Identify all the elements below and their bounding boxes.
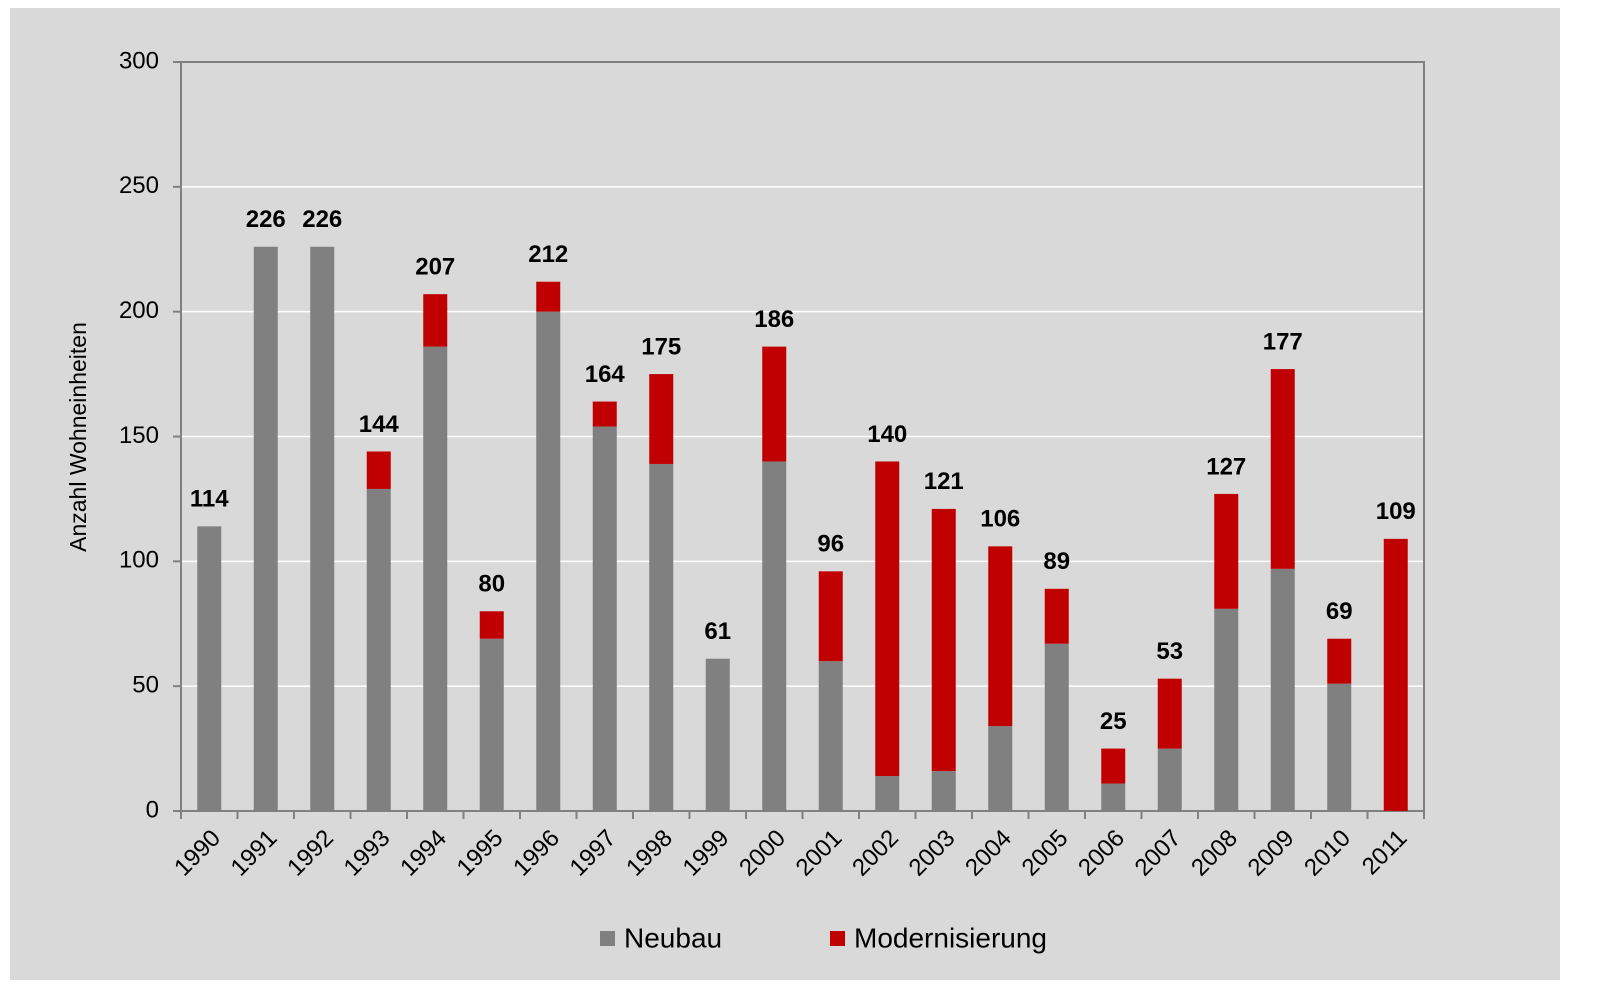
bar-segment <box>649 374 674 464</box>
data-label: 121 <box>924 468 964 495</box>
bar-segment <box>875 776 900 811</box>
legend-swatch <box>830 931 845 946</box>
bar-segment <box>1270 369 1295 569</box>
bar-segment <box>818 571 843 662</box>
data-label: 226 <box>246 206 286 233</box>
bar-segment <box>762 346 787 462</box>
legend-swatch <box>600 931 615 946</box>
bar-segment <box>988 546 1013 727</box>
data-label: 109 <box>1376 498 1416 525</box>
bar-segment <box>310 246 335 812</box>
bar-segment <box>253 246 278 812</box>
y-tick-label: 100 <box>119 547 159 574</box>
data-label: 226 <box>302 206 342 233</box>
data-label: 96 <box>817 531 844 558</box>
y-axis-label: Anzahl Wohneinheiten <box>65 322 91 552</box>
data-label: 164 <box>585 361 626 388</box>
y-tick-label: 300 <box>119 47 159 74</box>
data-label: 144 <box>359 411 400 438</box>
bar-segment <box>875 461 900 777</box>
bar-segment <box>1044 588 1069 644</box>
bar-segment <box>931 771 956 811</box>
data-label: 207 <box>415 254 455 281</box>
data-label: 127 <box>1206 453 1246 480</box>
data-label: 25 <box>1100 708 1127 735</box>
data-label: 212 <box>528 241 568 268</box>
data-label: 53 <box>1156 638 1183 665</box>
data-label: 69 <box>1326 598 1353 625</box>
bar-segment <box>479 638 504 811</box>
bar-segment <box>1270 568 1295 811</box>
data-label: 140 <box>867 421 907 448</box>
y-tick-label: 150 <box>119 422 159 449</box>
data-label: 114 <box>190 486 229 513</box>
bar-segment <box>931 508 956 772</box>
legend-label: Neubau <box>624 922 722 953</box>
bar-segment <box>818 661 843 811</box>
bar-segment <box>423 294 448 347</box>
bar-segment <box>1327 638 1352 684</box>
bar-segment <box>592 401 617 427</box>
bar-segment <box>479 611 504 639</box>
bar-segment <box>1214 608 1239 811</box>
bar-segment <box>649 463 674 811</box>
bar-segment <box>762 461 787 811</box>
bar-segment <box>1157 678 1182 749</box>
data-label: 80 <box>478 571 505 598</box>
bar-segment <box>197 526 222 811</box>
bar-segment <box>1327 683 1352 811</box>
data-label: 186 <box>754 306 794 333</box>
bar-segment <box>1044 643 1069 811</box>
y-tick-label: 250 <box>119 172 159 199</box>
bar-segment <box>366 488 391 811</box>
bar-segment <box>423 346 448 811</box>
bar-segment <box>988 726 1013 811</box>
data-label: 106 <box>980 506 1020 533</box>
bar-segment <box>1157 748 1182 811</box>
bar-segment <box>705 658 730 811</box>
bar-segment <box>1214 493 1239 609</box>
data-label: 89 <box>1043 548 1070 575</box>
y-tick-label: 50 <box>132 672 159 699</box>
y-tick-label: 200 <box>119 297 159 324</box>
data-label: 177 <box>1263 328 1303 355</box>
bar-segment <box>1101 748 1126 784</box>
bar-segment <box>1383 538 1408 811</box>
bar-segment <box>536 281 561 312</box>
legend-label: Modernisierung <box>854 922 1047 953</box>
bar-segment <box>592 426 617 811</box>
data-label: 61 <box>704 618 731 645</box>
bar-segment <box>536 311 561 811</box>
y-tick-label: 0 <box>146 796 159 823</box>
bar-segment <box>366 451 391 489</box>
data-label: 175 <box>641 333 681 360</box>
bar-segment <box>1101 783 1126 811</box>
